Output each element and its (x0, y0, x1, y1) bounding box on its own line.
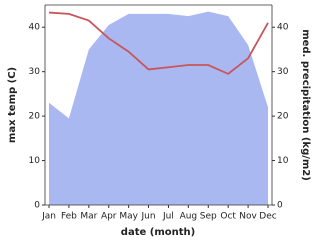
x-tick-label: Jan (41, 212, 56, 222)
y2-tick-label: 0 (277, 201, 283, 211)
y-tick-label: 20 (29, 112, 41, 122)
x-axis-label: date (month) (121, 227, 195, 238)
y2-tick-label: 40 (277, 23, 289, 33)
x-tick-label: Feb (61, 212, 77, 222)
line (48, 11, 269, 75)
x-tick-label: Jun (141, 212, 156, 222)
x-tick-label: Dec (259, 212, 276, 222)
y-axis-label: max temp (C) (7, 67, 18, 143)
x-tick-label: Oct (220, 212, 236, 222)
chart: date (month) max temp (C) med. precipita… (7, 4, 311, 238)
x-tick-label: Nov (239, 212, 257, 222)
x-tick-label: Sep (200, 212, 217, 222)
y2-tick-label: 10 (277, 156, 289, 166)
x-tick-label: May (119, 212, 138, 222)
y2-tick-label: 20 (277, 112, 289, 122)
y2-axis-label: med. precipitation (kg/m2) (300, 29, 311, 181)
area (49, 11, 268, 205)
y-tick-label: 10 (29, 156, 41, 166)
x-tick-label: Aug (180, 212, 198, 222)
y-tick-label: 40 (29, 23, 41, 33)
x-tick-label: Mar (80, 212, 97, 222)
x-tick-label: Jul (162, 212, 174, 222)
y2-tick-label: 30 (277, 67, 289, 77)
y-tick-label: 0 (34, 201, 40, 211)
x-tick-label: Apr (101, 212, 117, 222)
y-tick-label: 30 (29, 67, 41, 77)
